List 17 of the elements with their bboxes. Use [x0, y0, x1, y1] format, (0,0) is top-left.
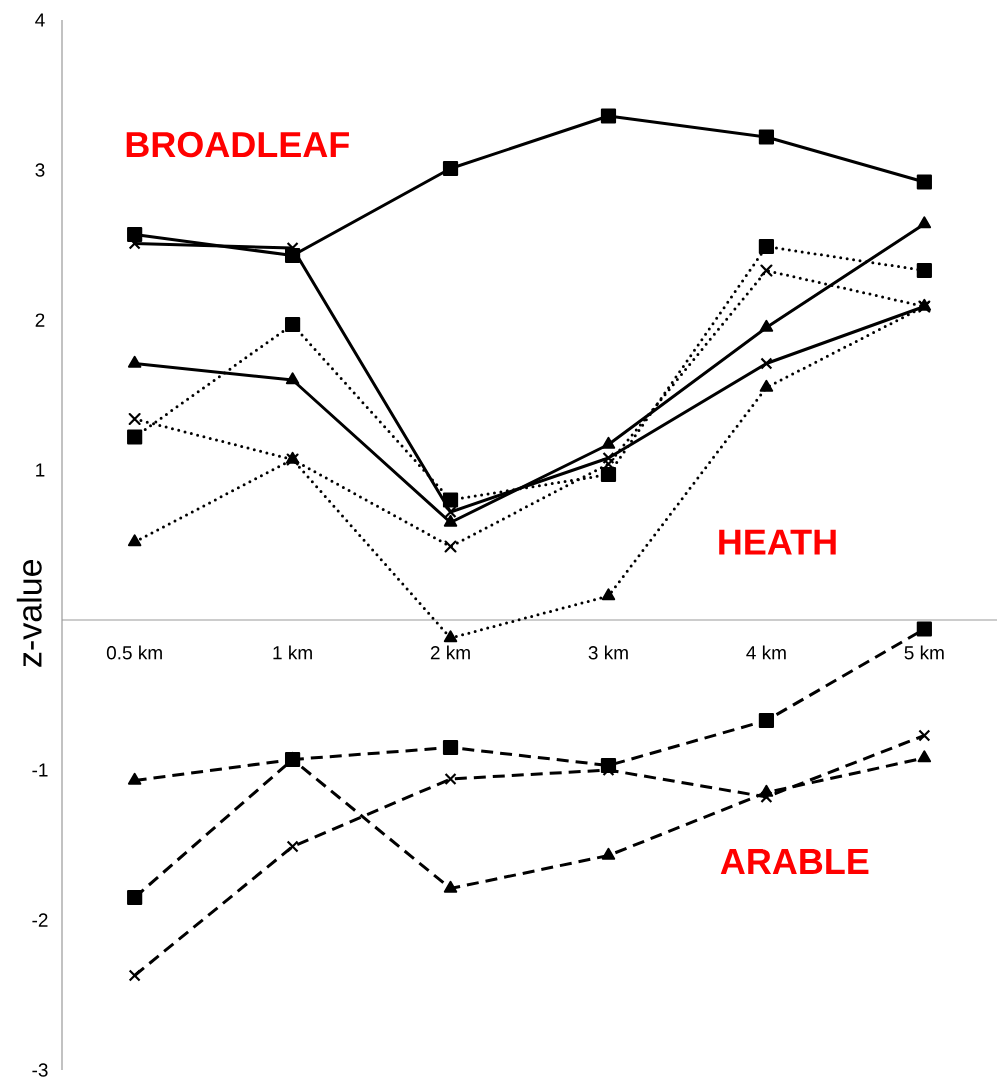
x-tick-label: 4 km	[746, 645, 786, 660]
y-tick-label: -1	[32, 763, 48, 777]
x-tick-label: 2 km	[431, 645, 471, 660]
annotation: HEATH	[719, 529, 836, 555]
x-tick-label: 5 km	[904, 645, 944, 660]
y-axis-title: z-value	[16, 559, 42, 667]
y-tick-label: 1	[36, 463, 45, 477]
annotation: BROADLEAF	[126, 131, 350, 158]
x-tick-label: 3 km	[588, 645, 628, 660]
y-tick-label: -2	[32, 913, 48, 927]
y-tick-label: 4	[35, 13, 45, 27]
y-tick-label: -3	[32, 1063, 48, 1077]
x-tick-label: 1 km	[273, 645, 313, 660]
y-tick-label: 2	[35, 313, 45, 327]
y-tick-label: 3	[35, 163, 45, 177]
annotation: ARABLE	[720, 849, 869, 874]
x-tick-label: 0.5 km	[107, 645, 163, 660]
